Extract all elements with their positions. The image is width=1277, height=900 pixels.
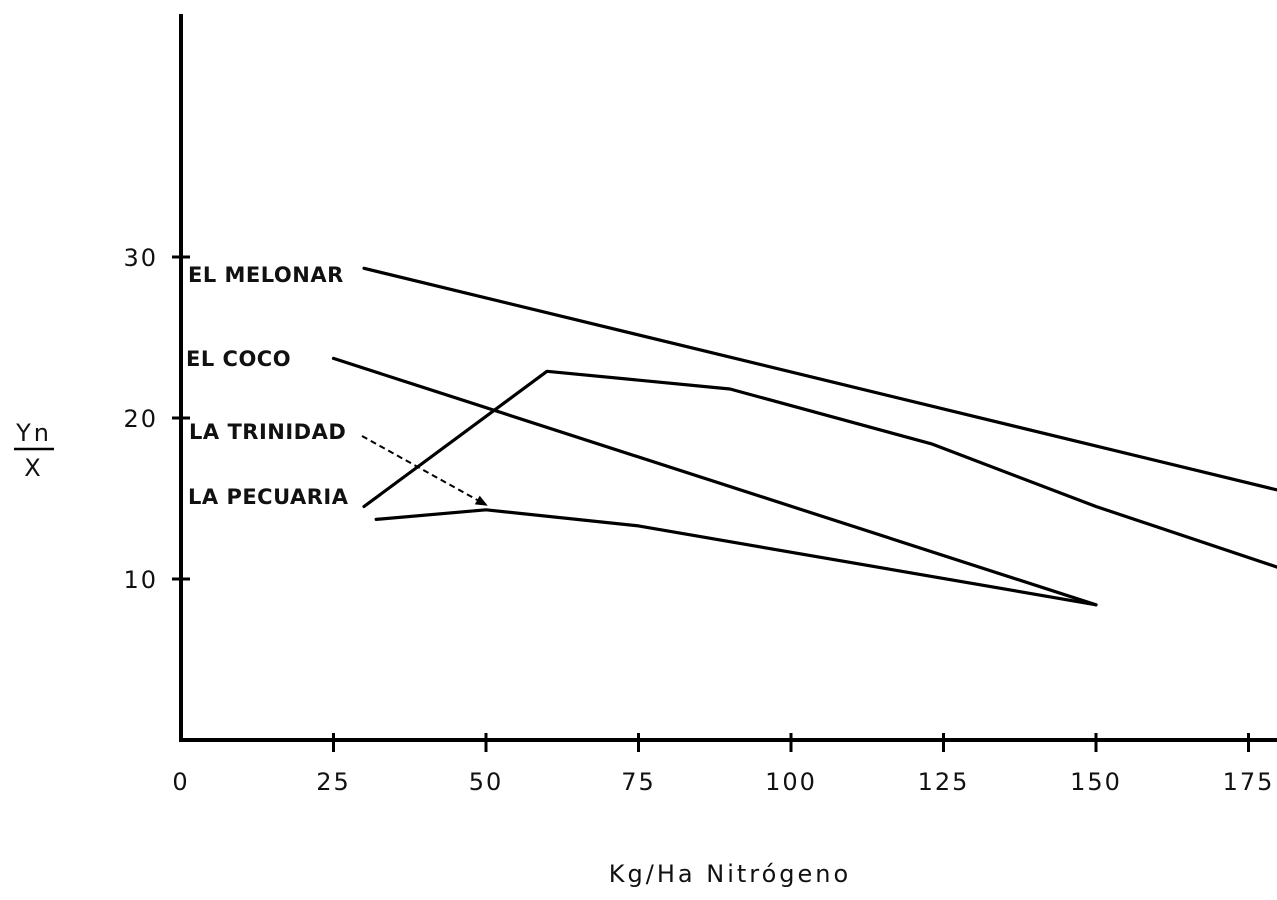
x-tick-label: 50 bbox=[469, 768, 504, 796]
annotation-arrow-la-trinidad bbox=[361, 435, 488, 506]
y-tick-label: 20 bbox=[123, 405, 158, 433]
y-tick-label: 30 bbox=[123, 244, 158, 272]
series-line-el-melonar bbox=[362, 266, 1277, 492]
y-tick-label: 10 bbox=[123, 566, 158, 594]
x-tick-label: 150 bbox=[1070, 768, 1122, 796]
x-tick-label: 25 bbox=[316, 768, 351, 796]
series-line-el-coco bbox=[331, 356, 1098, 607]
series-line-la-trinidad bbox=[374, 508, 1098, 607]
x-axis-title: Kg/Ha Nitrógeno bbox=[609, 860, 851, 888]
y-axis-title-numerator: Yn bbox=[15, 419, 52, 447]
x-tick-label: 0 bbox=[172, 768, 189, 796]
x-tick-label: 100 bbox=[765, 768, 817, 796]
y-axis-ticks: 10 20 30 bbox=[123, 244, 190, 594]
x-axis-ticks: 0 25 50 75 100 125 150 175 bbox=[172, 733, 1275, 796]
x-tick-label: 75 bbox=[621, 768, 656, 796]
series-lines bbox=[331, 266, 1277, 607]
series-label-el-melonar: EL MELONAR bbox=[188, 263, 344, 287]
x-tick-label: 125 bbox=[918, 768, 970, 796]
series-label-la-trinidad: LA TRINIDAD bbox=[189, 420, 346, 444]
series-line-la-pecuaria bbox=[362, 369, 1277, 569]
series-label-la-pecuaria: LA PECUARIA bbox=[188, 485, 349, 509]
y-axis-title-denominator: X bbox=[24, 454, 43, 482]
x-tick-label: 175 bbox=[1223, 768, 1275, 796]
series-label-el-coco: EL COCO bbox=[186, 347, 291, 371]
